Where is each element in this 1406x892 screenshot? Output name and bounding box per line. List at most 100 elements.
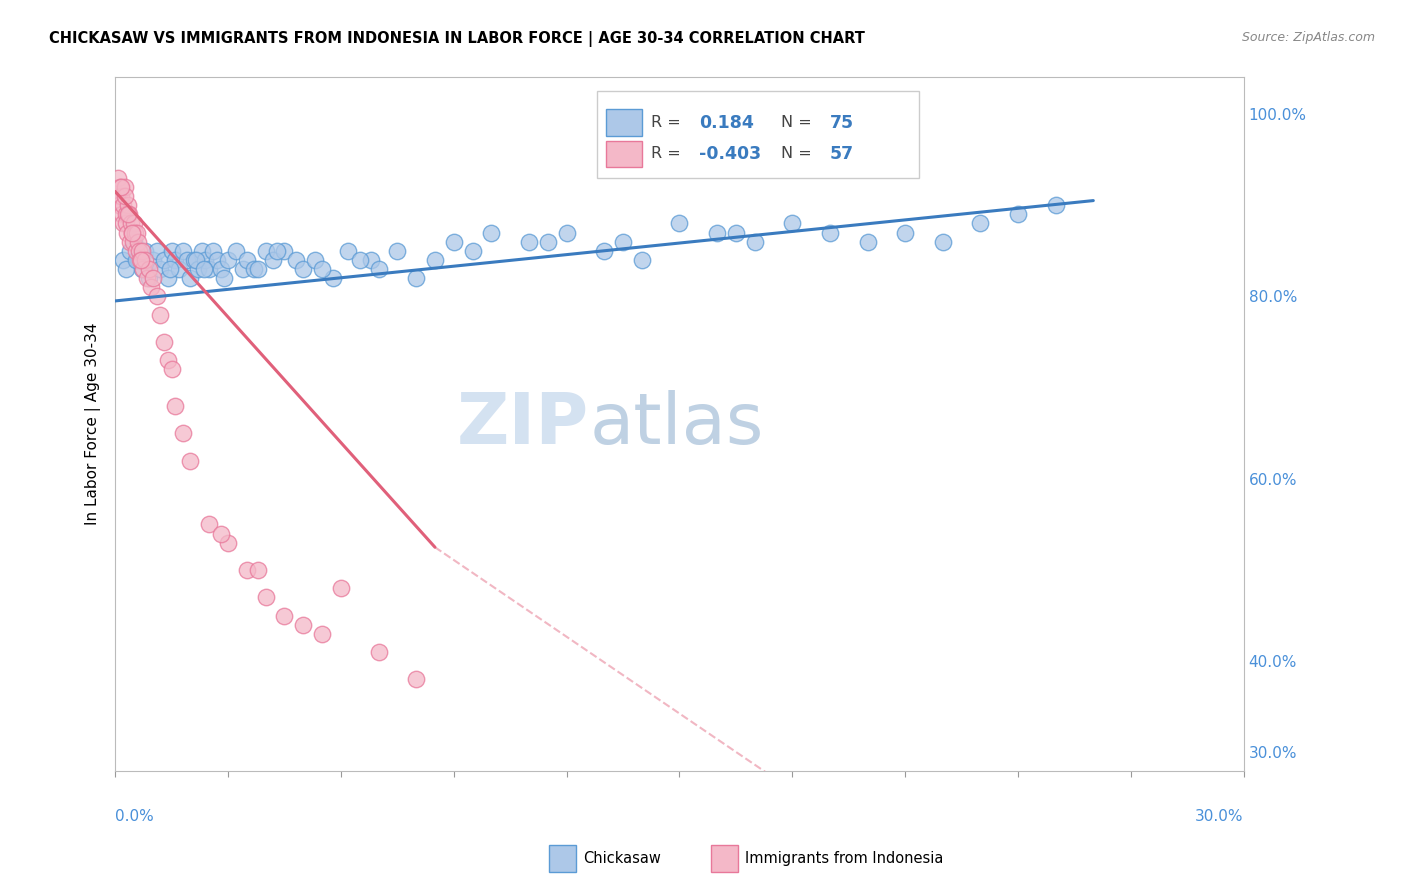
Text: CHICKASAW VS IMMIGRANTS FROM INDONESIA IN LABOR FORCE | AGE 30-34 CORRELATION CH: CHICKASAW VS IMMIGRANTS FROM INDONESIA I…: [49, 31, 865, 47]
Point: [266, 244, 288, 258]
Point: [198, 517, 221, 532]
Point: [125, 252, 148, 267]
Point: [254, 591, 277, 605]
Point: [172, 244, 194, 258]
Point: [142, 252, 165, 267]
Point: [387, 244, 409, 258]
Point: [153, 252, 176, 267]
Point: [292, 262, 315, 277]
Point: [304, 252, 326, 267]
Point: [138, 271, 160, 285]
Point: [122, 235, 145, 249]
Point: [156, 353, 179, 368]
Point: [262, 252, 284, 267]
Point: [194, 252, 217, 267]
Point: [179, 271, 201, 285]
Point: [217, 535, 239, 549]
Point: [225, 244, 247, 258]
Point: [131, 262, 153, 277]
Point: [517, 235, 540, 249]
Point: [254, 244, 277, 258]
Point: [115, 216, 138, 230]
Point: [292, 617, 315, 632]
Point: [969, 216, 991, 230]
Point: [360, 252, 382, 267]
Point: [322, 271, 344, 285]
Point: [165, 399, 187, 413]
Text: 57: 57: [830, 145, 853, 162]
FancyBboxPatch shape: [606, 110, 643, 136]
Point: [111, 207, 134, 221]
Point: [142, 271, 165, 285]
Text: R =: R =: [651, 146, 686, 161]
Point: [165, 252, 187, 267]
Point: [209, 526, 232, 541]
Point: [337, 244, 360, 258]
Point: [367, 645, 389, 659]
Point: [329, 581, 352, 595]
Point: [236, 563, 259, 577]
Point: [121, 226, 143, 240]
Point: [284, 252, 307, 267]
Point: [193, 262, 215, 277]
Point: [201, 244, 224, 258]
Point: [125, 244, 148, 258]
Point: [232, 262, 254, 277]
Point: [156, 271, 179, 285]
FancyBboxPatch shape: [606, 141, 643, 167]
Point: [112, 198, 135, 212]
Point: [405, 673, 427, 687]
Point: [149, 262, 172, 277]
Point: [443, 235, 465, 249]
Text: 30.0%: 30.0%: [1195, 809, 1244, 824]
Point: [187, 262, 209, 277]
Point: [818, 226, 841, 240]
Point: [115, 226, 138, 240]
Text: N =: N =: [782, 146, 817, 161]
Point: [110, 180, 132, 194]
Text: 0.184: 0.184: [699, 113, 754, 131]
Y-axis label: In Labor Force | Age 30-34: In Labor Force | Age 30-34: [86, 323, 101, 525]
Text: R =: R =: [651, 115, 686, 130]
Point: [120, 244, 142, 258]
Point: [247, 262, 270, 277]
Text: atlas: atlas: [589, 390, 763, 458]
Point: [423, 252, 446, 267]
Point: [145, 289, 167, 303]
Text: Immigrants from Indonesia: Immigrants from Indonesia: [745, 851, 943, 865]
Point: [311, 262, 333, 277]
Point: [236, 252, 259, 267]
Point: [160, 362, 183, 376]
Point: [668, 216, 690, 230]
Text: -0.403: -0.403: [699, 145, 761, 162]
Point: [138, 262, 160, 277]
Point: [247, 563, 270, 577]
Text: 75: 75: [830, 113, 853, 131]
Point: [115, 262, 138, 277]
Text: 0.0%: 0.0%: [115, 809, 153, 824]
Point: [131, 244, 153, 258]
Point: [367, 262, 389, 277]
Point: [149, 308, 172, 322]
Point: [107, 170, 129, 185]
Point: [1007, 207, 1029, 221]
Point: [111, 216, 134, 230]
Point: [122, 216, 145, 230]
Point: [190, 244, 212, 258]
Point: [631, 252, 654, 267]
Point: [114, 189, 136, 203]
Point: [120, 235, 142, 249]
Point: [184, 252, 207, 267]
Point: [132, 262, 155, 277]
Point: [127, 235, 149, 249]
Point: [179, 453, 201, 467]
Point: [273, 608, 295, 623]
Point: [153, 334, 176, 349]
Point: [114, 180, 136, 194]
Point: [121, 226, 143, 240]
Point: [555, 226, 578, 240]
Point: [537, 235, 560, 249]
Point: [111, 252, 134, 267]
Point: [129, 252, 152, 267]
Point: [856, 235, 879, 249]
